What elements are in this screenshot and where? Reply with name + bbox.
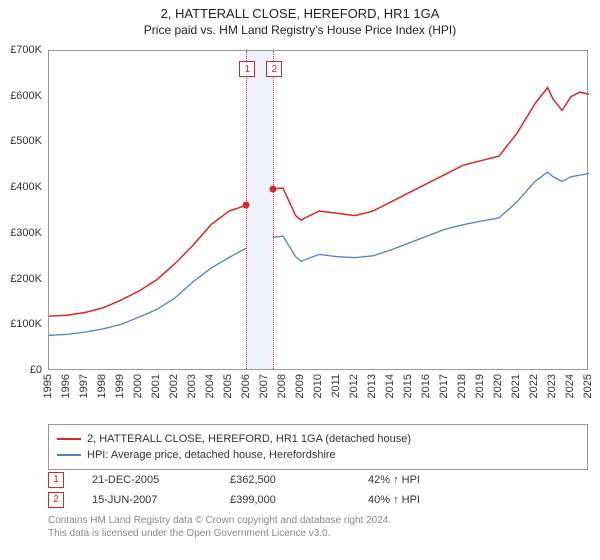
x-tick-label: 2010 <box>312 374 324 398</box>
x-tick-label: 2009 <box>294 374 306 398</box>
x-tick-label: 2023 <box>546 374 558 398</box>
x-tick-label: 2003 <box>186 374 198 398</box>
x-tick-label: 2002 <box>168 374 180 398</box>
marker-badge: 2 <box>48 492 64 508</box>
series-line-price_paid <box>49 88 589 317</box>
x-tick-label: 1999 <box>114 374 126 398</box>
price-marker-dot <box>243 202 250 209</box>
x-tick-label: 2012 <box>348 374 360 398</box>
highlight-band <box>246 51 273 369</box>
marker-delta: 42% ↑ HPI <box>368 470 478 490</box>
x-tick-label: 2011 <box>330 374 342 398</box>
legend-swatch <box>57 438 81 440</box>
x-tick-label: 2015 <box>402 374 414 398</box>
footer-line: This data is licensed under the Open Gov… <box>48 527 588 540</box>
x-tick-label: 2024 <box>564 374 576 398</box>
marker-badge: 1 <box>48 472 64 488</box>
plot-svg <box>49 51 589 371</box>
x-tick-label: 2014 <box>384 374 396 398</box>
x-tick-label: 1996 <box>60 374 72 398</box>
marker-price: £362,500 <box>230 470 340 490</box>
x-tick-label: 2018 <box>456 374 468 398</box>
marker-row: 2 15-JUN-2007 £399,000 40% ↑ HPI <box>48 490 588 510</box>
x-tick-label: 1995 <box>42 374 54 398</box>
footer: Contains HM Land Registry data © Crown c… <box>48 514 588 540</box>
x-tick-label: 2025 <box>582 374 594 398</box>
marker-delta: 40% ↑ HPI <box>368 490 478 510</box>
x-tick-label: 2006 <box>240 374 252 398</box>
y-tick-label: £200K <box>10 273 42 285</box>
event-vline <box>273 51 274 369</box>
event-flag: 2 <box>266 61 282 77</box>
x-tick-label: 2000 <box>132 374 144 398</box>
x-tick-label: 2004 <box>204 374 216 398</box>
marker-price: £399,000 <box>230 490 340 510</box>
x-tick-label: 2007 <box>258 374 270 398</box>
x-tick-label: 1997 <box>78 374 90 398</box>
legend-item: HPI: Average price, detached house, Here… <box>57 447 579 463</box>
legend-item: 2, HATTERALL CLOSE, HEREFORD, HR1 1GA (d… <box>57 431 579 447</box>
footer-line: Contains HM Land Registry data © Crown c… <box>48 514 588 527</box>
marker-badge-label: 1 <box>53 470 59 490</box>
x-tick-label: 2016 <box>420 374 432 398</box>
legend-label: 2, HATTERALL CLOSE, HEREFORD, HR1 1GA (d… <box>87 431 411 447</box>
x-tick-label: 2001 <box>150 374 162 398</box>
x-tick-label: 1998 <box>96 374 108 398</box>
marker-row: 1 21-DEC-2005 £362,500 42% ↑ HPI <box>48 470 588 490</box>
event-flag: 1 <box>239 61 255 77</box>
marker-badge-label: 2 <box>53 490 59 510</box>
marker-date: 21-DEC-2005 <box>92 470 202 490</box>
x-tick-label: 2008 <box>276 374 288 398</box>
x-tick-label: 2019 <box>474 374 486 398</box>
x-tick-label: 2020 <box>492 374 504 398</box>
legend: 2, HATTERALL CLOSE, HEREFORD, HR1 1GA (d… <box>48 424 588 470</box>
y-tick-label: £0 <box>30 364 42 376</box>
x-tick-label: 2021 <box>510 374 522 398</box>
chart-title: 2, HATTERALL CLOSE, HEREFORD, HR1 1GA <box>0 0 600 21</box>
x-tick-label: 2022 <box>528 374 540 398</box>
marker-table: 1 21-DEC-2005 £362,500 42% ↑ HPI 2 15-JU… <box>48 470 588 510</box>
x-tick-label: 2013 <box>366 374 378 398</box>
y-tick-label: £600K <box>10 90 42 102</box>
y-tick-label: £400K <box>10 181 42 193</box>
chart-container: 2, HATTERALL CLOSE, HEREFORD, HR1 1GA Pr… <box>0 0 600 560</box>
y-tick-label: £100K <box>10 318 42 330</box>
event-vline <box>246 51 247 369</box>
plot-region: 12 <box>48 50 588 370</box>
y-tick-label: £700K <box>10 44 42 56</box>
chart-subtitle: Price paid vs. HM Land Registry's House … <box>0 21 600 41</box>
x-tick-label: 2017 <box>438 374 450 398</box>
y-tick-label: £300K <box>10 227 42 239</box>
price-marker-dot <box>270 185 277 192</box>
chart-area: 12 £0£100K£200K£300K£400K£500K£600K£700K… <box>48 50 588 370</box>
series-line-hpi <box>49 172 589 335</box>
x-tick-label: 2005 <box>222 374 234 398</box>
y-tick-label: £500K <box>10 135 42 147</box>
marker-date: 15-JUN-2007 <box>92 490 202 510</box>
legend-label: HPI: Average price, detached house, Here… <box>87 447 336 463</box>
legend-swatch <box>57 454 81 456</box>
